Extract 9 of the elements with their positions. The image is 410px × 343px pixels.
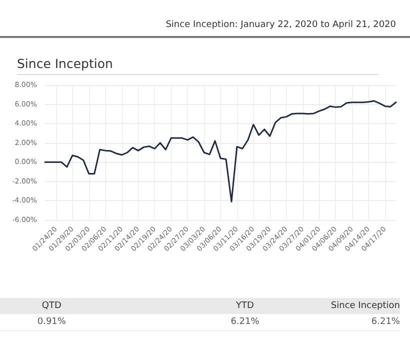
text: 0.91% — [36, 317, 67, 327]
line-series — [44, 100, 397, 202]
chart-title: Since Inception — [17, 56, 379, 75]
text: YTD — [235, 301, 255, 311]
text: 6.21% — [230, 317, 260, 327]
chart-subtitle: Since Inception: January 22, 2020 to April 21, 2020 — [166, 20, 396, 30]
text: 6.21% — [370, 317, 400, 327]
text: QTD — [40, 301, 62, 311]
text: Since Inception — [330, 301, 400, 311]
